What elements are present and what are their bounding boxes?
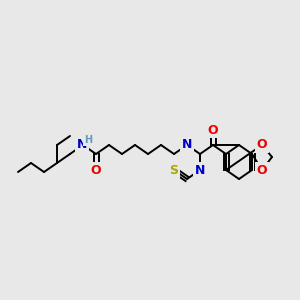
Text: H: H <box>84 135 92 145</box>
Text: O: O <box>257 139 267 152</box>
Text: O: O <box>208 124 218 136</box>
Text: N: N <box>195 164 205 176</box>
Text: S: S <box>169 164 178 176</box>
Text: O: O <box>257 164 267 176</box>
Text: N: N <box>77 139 87 152</box>
Text: O: O <box>91 164 101 176</box>
Text: N: N <box>182 139 192 152</box>
